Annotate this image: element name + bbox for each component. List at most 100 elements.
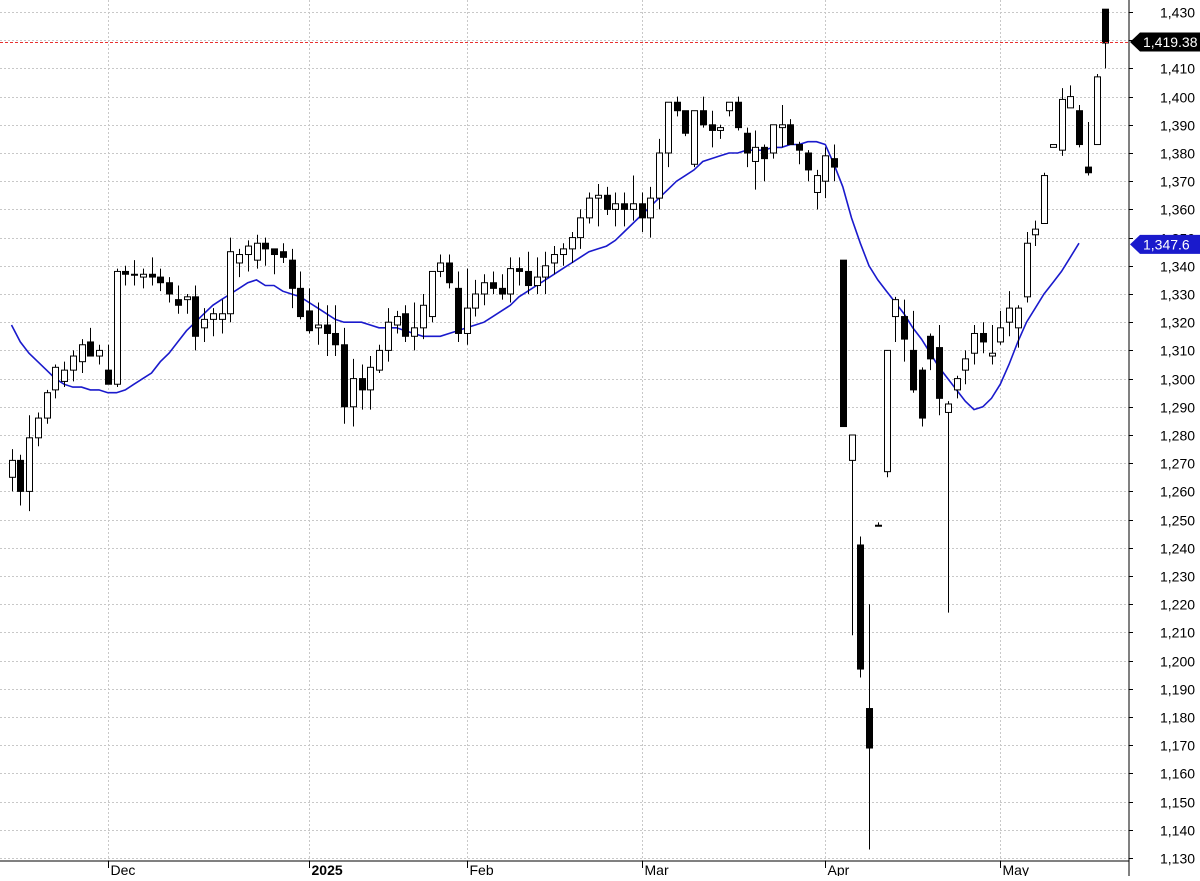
candle xyxy=(394,310,401,334)
candle-body xyxy=(901,316,908,340)
candle-body xyxy=(157,276,164,284)
candle xyxy=(674,96,681,117)
candle xyxy=(297,271,304,320)
candle xyxy=(770,124,777,159)
y-tick-label: 1,360 xyxy=(1160,202,1195,218)
candle xyxy=(455,271,462,342)
y-tick-label: 1,310 xyxy=(1160,343,1195,359)
candle xyxy=(752,130,759,190)
candle xyxy=(1024,231,1031,303)
candle xyxy=(166,277,173,303)
candle xyxy=(507,257,514,303)
candle xyxy=(140,268,147,289)
x-tick-label: Feb xyxy=(470,862,494,876)
candle xyxy=(735,96,742,131)
candles-layer xyxy=(9,8,1109,850)
y-tick-label: 1,400 xyxy=(1160,90,1195,106)
candle-body xyxy=(192,296,199,337)
candle xyxy=(332,305,339,357)
candle xyxy=(954,375,961,399)
candle-body xyxy=(971,332,978,354)
y-tick-label: 1,150 xyxy=(1160,795,1195,811)
candle-body xyxy=(166,282,173,295)
time-axis: Dec 2025 Feb Mar Apr May xyxy=(108,861,1029,878)
y-tick-label: 1,280 xyxy=(1160,428,1195,444)
candle-body xyxy=(376,349,383,371)
candle xyxy=(595,184,602,227)
candle-body xyxy=(1024,242,1031,298)
candle-body xyxy=(954,378,961,391)
candle xyxy=(822,147,829,199)
candle xyxy=(1050,144,1057,148)
candle-body xyxy=(499,287,506,295)
candle-body xyxy=(551,254,558,264)
price-badges: 1,347.6 1,419.38 xyxy=(1130,32,1200,254)
candle-body xyxy=(201,318,208,329)
candle-body xyxy=(857,544,864,670)
candle xyxy=(367,356,374,410)
candle-body xyxy=(709,124,716,131)
candle xyxy=(796,141,803,165)
candle-body xyxy=(586,197,593,219)
y-tick-label: 1,160 xyxy=(1160,766,1195,782)
candle-body xyxy=(516,268,523,272)
candle xyxy=(936,325,943,416)
candle xyxy=(149,257,156,286)
candle-body xyxy=(805,152,812,171)
candle xyxy=(621,192,628,227)
candle xyxy=(691,110,698,168)
candle xyxy=(411,302,418,351)
last-price-badge-label: 1,419.38 xyxy=(1143,34,1198,50)
candle xyxy=(175,285,182,314)
candle xyxy=(324,305,331,357)
candle-body xyxy=(796,144,803,151)
candle-body xyxy=(359,378,366,391)
candle-body xyxy=(717,127,724,131)
candle-body xyxy=(297,287,304,318)
candle-body xyxy=(402,313,409,337)
candle xyxy=(359,364,366,410)
candle-body xyxy=(420,304,427,329)
candle-body xyxy=(367,366,374,391)
candle-body xyxy=(17,459,24,492)
candle-body xyxy=(87,341,94,357)
candle-body xyxy=(26,437,33,492)
ma-value-badge: 1,347.6 xyxy=(1130,234,1200,254)
y-tick-label: 1,270 xyxy=(1160,456,1195,472)
y-tick-label: 1,180 xyxy=(1160,710,1195,726)
candle xyxy=(647,186,654,238)
candle-body xyxy=(254,242,261,261)
candle xyxy=(901,299,908,362)
candle-body xyxy=(175,299,182,306)
candle xyxy=(122,265,129,286)
candle xyxy=(525,251,532,294)
candle xyxy=(682,110,689,137)
candle-body xyxy=(227,251,234,315)
candle xyxy=(481,274,488,306)
candle xyxy=(1059,88,1066,156)
candle-body xyxy=(289,259,296,289)
candle-body xyxy=(52,366,59,391)
candle xyxy=(542,251,549,294)
candle-body xyxy=(472,293,479,309)
candle-body xyxy=(884,349,891,473)
candle xyxy=(1032,220,1039,247)
candle-body xyxy=(70,355,77,371)
candle-body xyxy=(1076,110,1083,146)
candle xyxy=(717,124,724,139)
candle-body xyxy=(779,124,786,129)
candle xyxy=(569,231,576,263)
candle xyxy=(201,308,208,342)
candle-body xyxy=(945,403,952,413)
candle xyxy=(560,243,567,266)
candle-body xyxy=(332,332,339,346)
candle-body xyxy=(105,369,112,385)
y-tick-label: 1,230 xyxy=(1160,569,1195,585)
candle xyxy=(70,350,77,382)
candle-body xyxy=(744,132,751,154)
candle xyxy=(989,325,996,365)
candle-body xyxy=(481,282,488,295)
candle xyxy=(577,209,584,249)
candle-body xyxy=(761,146,768,160)
candle xyxy=(744,127,751,168)
